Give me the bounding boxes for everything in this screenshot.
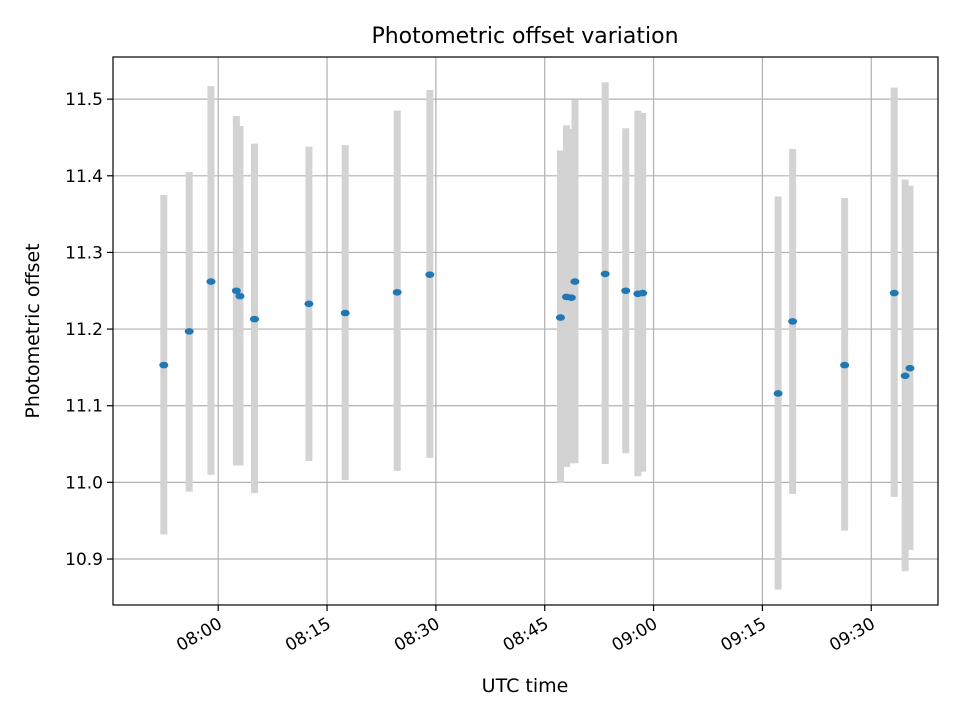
plot-frame	[112, 56, 939, 606]
x-tick-label: 08:15	[282, 614, 334, 656]
data-point	[570, 278, 580, 285]
data-point	[249, 315, 259, 323]
y-axis-label: Photometric offset	[22, 243, 44, 418]
data-point	[555, 314, 565, 321]
data-point	[788, 318, 798, 325]
y-tick-label: 11.5	[65, 90, 103, 110]
x-axis-ticks: 08:00 08:15 08:30 08:45 09:00 09:15 09:30	[173, 605, 879, 656]
data-point	[905, 364, 915, 372]
data-point	[900, 372, 910, 380]
x-tick-label: 09:15	[717, 614, 769, 656]
data-point	[392, 288, 402, 296]
y-axis-ticks: 10.9 11.0 11.1 11.2 11.3 11.4 11.5	[65, 90, 113, 570]
data-point	[235, 292, 245, 300]
y-tick-label: 11.2	[65, 320, 103, 340]
data-point	[425, 271, 435, 278]
data-point	[566, 294, 576, 301]
y-tick-label: 11.3	[65, 243, 103, 263]
data-point	[340, 309, 350, 317]
data-point	[184, 328, 194, 335]
y-tick-label: 11.4	[65, 167, 103, 187]
data-point	[621, 287, 631, 295]
data-point	[231, 287, 241, 295]
data-point	[773, 390, 783, 397]
x-tick-label: 08:45	[500, 614, 552, 656]
data-point	[638, 289, 648, 297]
data-point	[304, 300, 314, 308]
data-point	[840, 361, 850, 369]
x-axis-label: UTC time	[482, 675, 569, 697]
y-tick-label: 11.1	[65, 397, 103, 417]
y-tick-label: 11.0	[65, 473, 103, 493]
y-tick-label: 10.9	[65, 550, 103, 570]
errorbars	[160, 82, 914, 590]
data-point	[600, 270, 610, 278]
data-point	[206, 278, 216, 285]
grid	[113, 57, 938, 605]
x-tick-label: 09:00	[609, 614, 661, 656]
x-tick-label: 09:30	[826, 614, 878, 656]
x-tick-label: 08:30	[391, 614, 443, 656]
chart-title: Photometric offset variation	[371, 24, 678, 49]
x-tick-label: 08:00	[173, 614, 225, 656]
data-point	[159, 361, 169, 369]
data-point	[889, 289, 899, 297]
data-points	[159, 270, 915, 397]
